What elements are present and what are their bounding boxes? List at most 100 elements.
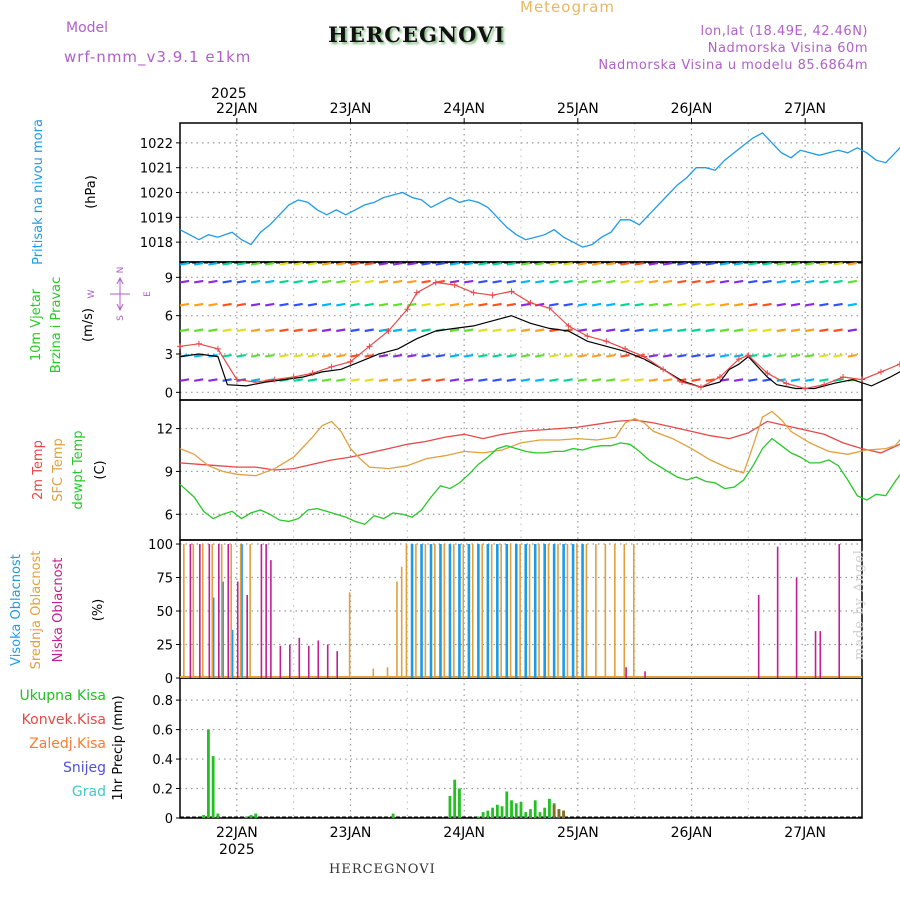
precip-bar [448, 795, 452, 818]
cloud-bar [336, 651, 338, 678]
wind-gust-marker [385, 328, 392, 334]
wind-arrow [478, 353, 488, 358]
wind-arrow [705, 279, 715, 284]
wind-arrow [577, 261, 588, 266]
pressure-ytick-label: 1022 [140, 137, 173, 152]
wind-arrow [691, 302, 701, 307]
wind-gust-marker [679, 379, 686, 386]
compass-south: S [116, 315, 126, 321]
cloud-bar [452, 544, 455, 678]
wind-arrow [549, 378, 559, 382]
precip-bar [249, 815, 253, 818]
wind-arrow [194, 302, 204, 307]
model-id: wrf-nmm_v3.9.1 e1km [64, 48, 252, 66]
pressure-grid [176, 123, 862, 262]
wind-gust-marker [470, 289, 477, 296]
cloud-bar [486, 544, 490, 678]
wind-arrow [421, 328, 431, 333]
wind-arrow [662, 302, 673, 307]
cloud-bar [595, 544, 597, 678]
wind-arrow [733, 261, 744, 266]
wind-arrow [748, 328, 758, 333]
wind-arrow [662, 261, 673, 266]
cloud-bar [632, 544, 635, 678]
precip-bar [453, 779, 457, 818]
cloud-bar [279, 645, 282, 678]
compass-cross [110, 276, 130, 312]
temperature-ytick-label: 9 [165, 465, 173, 480]
wind-arrow [492, 378, 502, 382]
wind-arrow [563, 279, 573, 284]
cloud-bar [434, 544, 436, 678]
wind-arrow [222, 279, 232, 284]
wind-arrow [705, 302, 715, 307]
cloud-ylabel-high: Visoka Oblacnost [9, 554, 24, 666]
cloud-bar [576, 544, 578, 678]
cloud-bar [533, 544, 537, 678]
cloud-bar [201, 544, 204, 678]
cloud-bar [562, 544, 565, 678]
wind-gust-marker [735, 356, 742, 363]
wind-arrow [194, 328, 204, 333]
cloud-bar [400, 566, 403, 678]
wind-ytick-label: 6 [165, 310, 173, 325]
wind-arrow [790, 261, 801, 266]
top-date-label: 22JAN [216, 101, 258, 117]
cloud-bar [183, 544, 185, 678]
wind-ylabel-1: 10m Vjetar [29, 288, 44, 361]
wind-arrow [307, 261, 318, 266]
wind-arrow [265, 279, 275, 284]
cloud-bar [462, 544, 465, 678]
wind-arrow [819, 302, 829, 307]
top-date-label: 25JAN [557, 101, 599, 117]
wind-arrow [307, 302, 318, 307]
wind-arrow [506, 353, 516, 358]
wind-arrow [577, 302, 588, 307]
wind-arrow [719, 353, 730, 358]
wind-arrow [819, 378, 829, 382]
cloud-bar [471, 544, 474, 678]
wind-arrow [691, 353, 701, 358]
wind-arrow [293, 328, 303, 333]
wind-gust-marker [508, 288, 515, 295]
wind-arrow [336, 261, 346, 266]
wind-arrow [321, 302, 332, 307]
cloud-bar [448, 544, 452, 678]
precipitation-ytick-label: 0 [165, 812, 173, 827]
cloud-bar [220, 544, 223, 678]
wind-ytick-label: 0 [165, 386, 173, 401]
wind-arrow [719, 261, 730, 266]
wind-arrow [449, 261, 460, 266]
precip-bar [519, 801, 523, 818]
cloud-bar [519, 544, 521, 678]
cloud-bar [307, 645, 310, 678]
cloud-bar [538, 544, 540, 678]
pressure-ytick-label: 1020 [140, 187, 173, 202]
precip-bar [543, 807, 547, 818]
precip-bar [216, 813, 220, 818]
wind-arrow [591, 353, 602, 358]
wind-arrow [606, 353, 616, 358]
wind-arrow [748, 378, 758, 382]
wind-arrow [705, 353, 715, 358]
wind-arrow [421, 378, 431, 382]
wind-arrow [449, 328, 460, 333]
wind-arrow [691, 328, 701, 333]
wind-arrow [407, 353, 417, 358]
wind-grid [176, 262, 862, 400]
wind-arrow [819, 261, 829, 266]
wind-arrow [648, 279, 659, 284]
cloud-bar [260, 544, 263, 678]
wind-gust-marker [252, 379, 259, 386]
wind-arrow [833, 279, 843, 284]
wind-arrow [492, 279, 502, 284]
wind-arrow [250, 328, 261, 333]
wind-arrow [279, 353, 289, 358]
wind-arrow [705, 328, 715, 333]
wind-arrow [350, 261, 360, 266]
cloud-bar [270, 560, 272, 678]
wind-arrow [378, 353, 389, 358]
cloud-bar [249, 544, 251, 678]
wind-arrow [392, 353, 403, 358]
wind-arrow [606, 328, 616, 333]
